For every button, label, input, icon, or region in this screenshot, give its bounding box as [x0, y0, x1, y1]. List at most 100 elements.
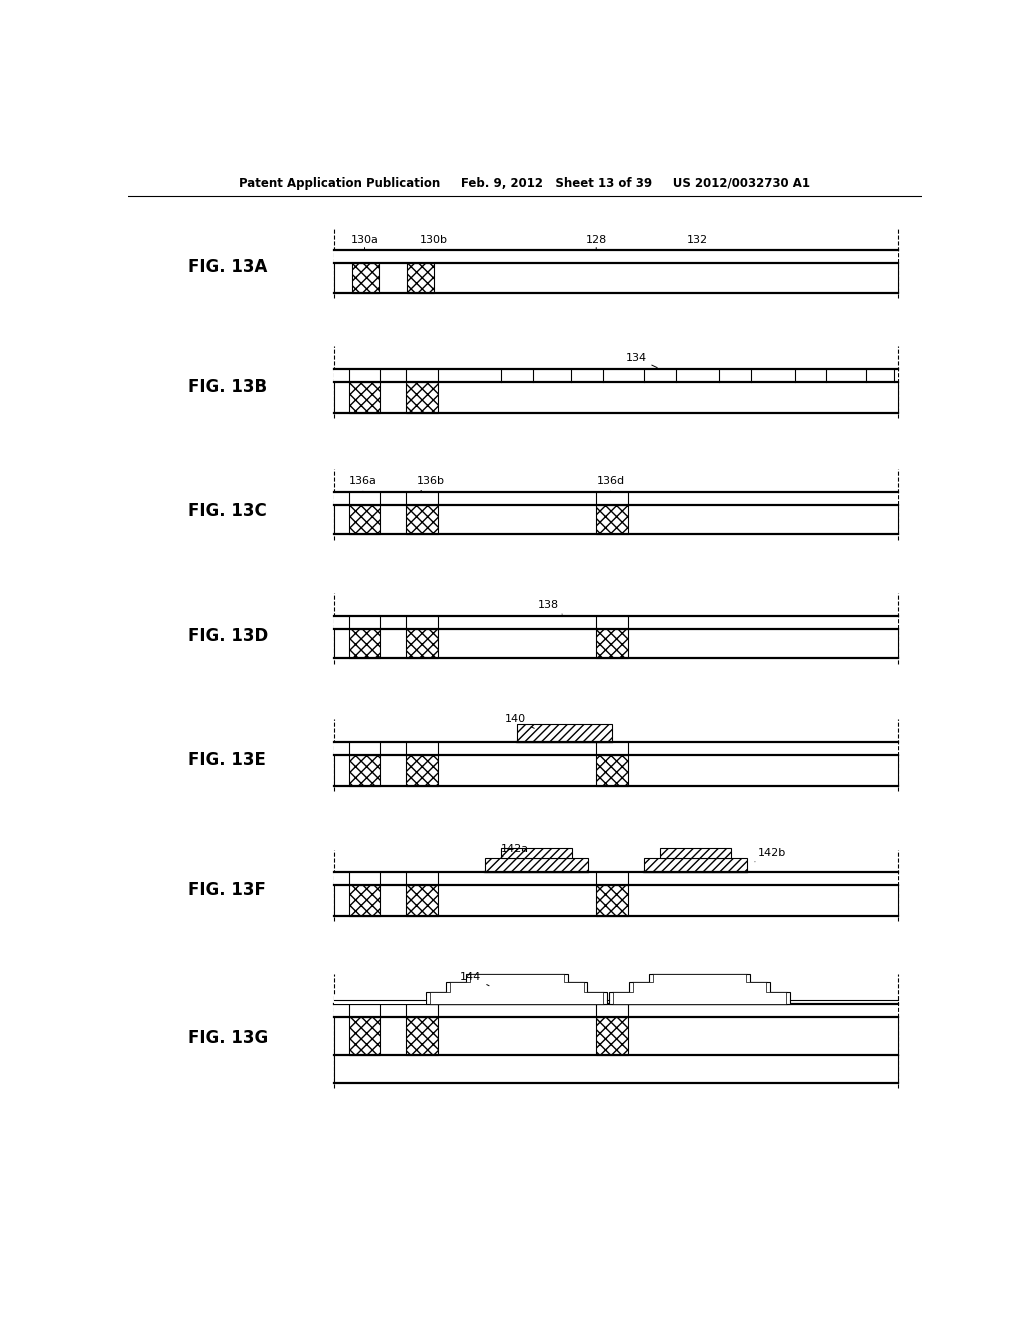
Text: 136a: 136a [349, 475, 377, 492]
Bar [334, 615, 898, 630]
Bar [334, 368, 348, 381]
Bar [437, 368, 501, 381]
Bar [334, 1018, 898, 1055]
Bar [352, 263, 379, 293]
Bar [348, 1018, 380, 1055]
Polygon shape [613, 974, 785, 1005]
Bar [596, 755, 628, 785]
Bar [334, 492, 898, 506]
Bar [469, 974, 564, 982]
Bar [651, 974, 748, 982]
Bar [334, 615, 348, 630]
Bar [334, 506, 898, 535]
Bar [348, 742, 380, 755]
Bar [334, 506, 348, 535]
Text: FIG. 13B: FIG. 13B [187, 378, 266, 396]
Text: 130b: 130b [420, 235, 447, 249]
Bar [406, 630, 437, 659]
Bar [612, 991, 786, 1005]
Bar [628, 742, 898, 755]
Bar [596, 506, 628, 535]
Bar [334, 249, 898, 263]
Bar [348, 886, 380, 916]
Bar [596, 1018, 628, 1055]
Bar [501, 368, 532, 381]
Text: Patent Application Publication     Feb. 9, 2012   Sheet 13 of 39     US 2012/003: Patent Application Publication Feb. 9, 2… [240, 177, 810, 190]
Bar [334, 755, 348, 785]
Bar [596, 742, 628, 755]
Bar [437, 630, 596, 659]
Bar [334, 249, 898, 263]
Bar [719, 368, 751, 381]
Text: 142a: 142a [501, 843, 529, 858]
Bar [406, 742, 437, 755]
Bar [676, 368, 719, 381]
Bar [628, 886, 898, 916]
Bar [334, 1055, 898, 1084]
Bar [348, 368, 380, 381]
Bar [628, 873, 898, 886]
Bar [406, 506, 437, 535]
Bar [334, 886, 898, 916]
Bar [380, 755, 406, 785]
Bar [406, 755, 437, 785]
Text: 130a: 130a [350, 235, 379, 249]
Bar [334, 873, 898, 886]
Bar [450, 982, 585, 991]
Polygon shape [430, 974, 603, 1005]
Bar [751, 368, 795, 381]
Bar [570, 368, 602, 381]
Bar [334, 742, 348, 755]
Bar [485, 858, 588, 873]
Bar [866, 368, 894, 381]
Bar [437, 742, 596, 755]
Bar [334, 742, 898, 755]
Bar [334, 630, 898, 659]
Bar [334, 492, 348, 506]
Text: FIG. 13C: FIG. 13C [187, 502, 266, 520]
Bar [430, 991, 604, 1005]
Bar [348, 381, 380, 412]
Bar [334, 755, 898, 785]
Bar [334, 1005, 898, 1018]
Bar [334, 995, 426, 1005]
Bar [334, 381, 898, 412]
Bar [334, 263, 898, 293]
Bar [437, 492, 596, 506]
Bar [406, 873, 437, 886]
Bar [348, 492, 380, 506]
Bar [628, 630, 898, 659]
Bar [334, 263, 352, 293]
Bar [644, 368, 676, 381]
Bar [437, 755, 596, 785]
Bar [334, 630, 348, 659]
Text: 136d: 136d [596, 475, 625, 492]
Bar [659, 847, 731, 858]
Bar [380, 492, 406, 506]
Text: 144: 144 [460, 972, 489, 986]
Bar [408, 263, 434, 293]
Bar [348, 755, 380, 785]
Text: FIG. 13G: FIG. 13G [187, 1028, 267, 1047]
Polygon shape [426, 974, 607, 1005]
Text: 142b: 142b [755, 847, 786, 862]
Bar [532, 368, 570, 381]
Bar [406, 492, 437, 506]
Bar [437, 886, 596, 916]
Bar [348, 615, 380, 630]
Bar [437, 381, 898, 412]
Bar [380, 615, 406, 630]
Bar [379, 263, 408, 293]
Bar [628, 506, 898, 535]
Bar [437, 506, 596, 535]
Bar [380, 381, 406, 412]
Bar [380, 506, 406, 535]
Bar [602, 368, 644, 381]
Bar [596, 886, 628, 916]
Text: 136b: 136b [417, 475, 445, 492]
Text: FIG. 13A: FIG. 13A [187, 259, 267, 276]
Bar [348, 506, 380, 535]
Bar [501, 847, 572, 858]
Bar [334, 368, 898, 381]
Bar [406, 1018, 437, 1055]
